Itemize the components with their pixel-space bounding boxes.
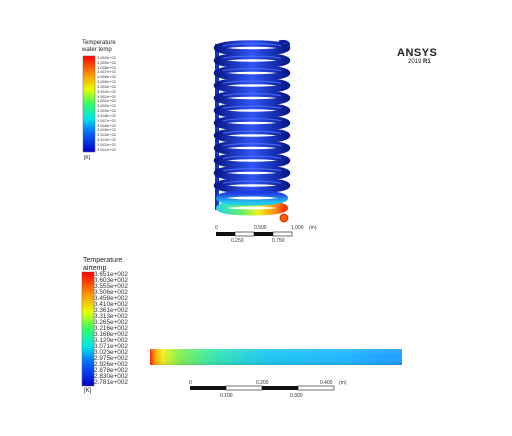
scale-bottom-unit: (m) <box>339 380 347 386</box>
scale-bar-segment <box>234 231 255 237</box>
scale-bottom-top-label: 0 <box>189 380 192 386</box>
scale-bar-segment <box>254 232 273 236</box>
scale-bar-segment <box>225 385 263 391</box>
coil-highlight <box>222 80 282 84</box>
legend-top-tick: 3.652e+02 <box>97 93 117 99</box>
legend-top-tick: 3.641e+02 <box>97 146 117 152</box>
legend-bottom-unit: [K] <box>84 388 92 394</box>
legend-bottom: Temperature airtemp <box>83 257 122 273</box>
scale-top-label: 0.500 <box>254 225 267 231</box>
coil-top-end <box>278 40 291 49</box>
version-label: 2019 R1 <box>408 59 431 65</box>
legend-top: Temperature water temp <box>82 40 116 54</box>
coil-highlight <box>222 180 282 184</box>
scale-bottom-bottom-label: 0.100 <box>220 393 233 399</box>
coil-highlight <box>222 68 282 72</box>
legend-top-tick: 3.649e+02 <box>97 108 117 114</box>
legend-bottom-tick: 3.313e+002 <box>94 313 128 320</box>
scale-bar-segment <box>297 385 335 391</box>
scale-bottom-top-label: 0.400 <box>320 380 333 386</box>
coil-highlight <box>222 130 282 134</box>
legend-bottom-title: Temperature <box>83 257 123 264</box>
coil-turns <box>213 40 291 194</box>
coil-highlight <box>222 105 282 109</box>
legend-bottom-tick: 2.975e+002 <box>94 355 128 362</box>
coil-highlight <box>222 168 282 172</box>
scale-bar-segment <box>272 231 293 237</box>
legend-top-tick: 3.651e+02 <box>97 98 117 104</box>
legend-bottom-tick: 3.361e+002 <box>94 307 128 314</box>
legend-top-tick: 3.659e+02 <box>97 59 117 65</box>
coil-transition <box>216 190 289 206</box>
scale-bar-top <box>216 231 293 237</box>
legend-top-tick: 3.643e+02 <box>97 137 117 143</box>
legend-bottom-ticks: 3.651e+002 3.603e+002 3.555e+002 3.506e+… <box>94 271 154 386</box>
legend-top-subtitle: water temp <box>82 47 112 53</box>
air-domain-view[interactable] <box>150 349 402 365</box>
legend-top-tick: 3.647e+02 <box>97 117 117 123</box>
legend-top-tick: 3.654e+02 <box>97 83 117 89</box>
legend-top-tick: 3.657e+02 <box>97 69 117 75</box>
scale-top-unit: (m) <box>309 225 317 231</box>
scale-bar-segment <box>190 386 226 390</box>
scale-bar-bottom <box>190 385 335 391</box>
legend-top-tick: 3.644e+02 <box>97 132 117 138</box>
legend-bottom-colorbar <box>81 271 95 387</box>
legend-bottom-tick: 3.555e+002 <box>94 283 128 290</box>
legend-top-tick: 3.642e+02 <box>97 141 117 147</box>
legend-bottom-tick: 3.458e+002 <box>94 295 128 302</box>
legend-bottom-tick: 2.926e+002 <box>94 361 128 368</box>
scale-bottom-label: 0.250 <box>231 238 244 244</box>
coil-highlight <box>222 118 282 122</box>
legend-bottom-tick: 3.120e+002 <box>94 337 128 344</box>
legend-bottom-tick: 3.071e+002 <box>94 343 128 350</box>
coil-highlight <box>222 143 282 147</box>
version-year: 2019 <box>408 59 422 65</box>
legend-bottom-tick: 3.168e+002 <box>94 331 128 338</box>
version-release: R1 <box>423 59 431 65</box>
coil-view[interactable] <box>205 32 305 228</box>
legend-top-tick: 3.655e+02 <box>97 79 117 85</box>
legend-bottom-tick: 2.830e+002 <box>94 373 128 380</box>
legend-top-tick: 3.650e+02 <box>97 103 117 109</box>
legend-top-tick: 3.645e+02 <box>97 127 117 133</box>
legend-bottom-tick: 3.410e+002 <box>94 301 128 308</box>
legend-top-ticks: 3.660e+02 3.659e+02 3.658e+02 3.657e+02 … <box>97 56 137 152</box>
legend-bottom-tick: 2.781e+002 <box>94 379 128 386</box>
scale-bottom-label: 0.750 <box>272 238 285 244</box>
legend-bottom-tick: 3.216e+002 <box>94 325 128 332</box>
coil-highlight <box>222 55 282 59</box>
legend-top-tick: 3.660e+02 <box>97 55 117 60</box>
air-domain-shading <box>150 349 402 365</box>
legend-top-colorbar <box>82 55 96 153</box>
legend-bottom-tick: 3.603e+002 <box>94 277 128 284</box>
scale-top-label: 1.000 <box>291 225 304 231</box>
scale-bar-segment <box>216 232 235 236</box>
legend-top-tick: 3.653e+02 <box>97 88 117 94</box>
legend-bottom-subtitle: airtemp <box>83 265 107 272</box>
scale-bar-segment <box>262 386 298 390</box>
legend-top-tick: 3.646e+02 <box>97 122 117 128</box>
legend-bottom-tick: 2.878e+002 <box>94 367 128 374</box>
scale-bottom-top-label: 0.200 <box>256 380 269 386</box>
ansys-logo: ANSYS <box>397 47 438 59</box>
coil-outlet <box>279 213 289 223</box>
legend-top-tick: 3.648e+02 <box>97 112 117 118</box>
scale-bottom-bottom-label: 0.300 <box>290 393 303 399</box>
legend-top-tick: 3.656e+02 <box>97 74 117 80</box>
legend-top-unit: [K] <box>84 155 91 161</box>
legend-bottom-tick: 3.651e+002 <box>94 271 128 278</box>
coil-highlight <box>222 155 282 159</box>
scale-top-label: 0 <box>215 225 218 231</box>
legend-bottom-tick: 3.023e+002 <box>94 349 128 356</box>
coil-highlight <box>222 43 282 47</box>
legend-top-tick: 3.658e+02 <box>97 64 117 70</box>
legend-bottom-tick: 3.265e+002 <box>94 319 128 326</box>
legend-bottom-tick: 3.506e+002 <box>94 289 128 296</box>
coil-highlight <box>222 93 282 97</box>
legend-top-title: Temperature <box>82 40 116 46</box>
